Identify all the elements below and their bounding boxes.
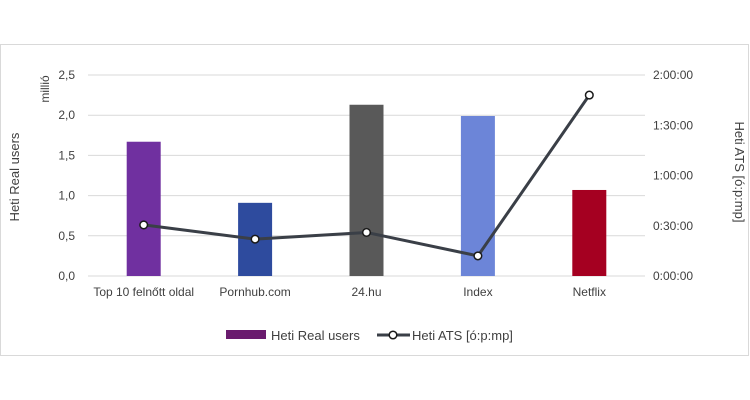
- line-series: [139, 90, 594, 261]
- line-point: [139, 220, 149, 230]
- category-label: Top 10 felnőtt oldal: [93, 285, 194, 299]
- line-point: [250, 234, 260, 244]
- left-axis-title: Heti Real users: [7, 132, 22, 221]
- right-tick-label: 0:30:00: [653, 219, 693, 233]
- line-point: [361, 227, 372, 237]
- bar-series: [126, 104, 607, 276]
- left-axis-unit: millió: [38, 75, 52, 103]
- right-tick-label: 1:30:00: [653, 118, 693, 132]
- left-tick-label: 2,5: [58, 68, 75, 82]
- category-label: Pornhub.com: [219, 285, 290, 299]
- left-tick-label: 1,0: [58, 189, 75, 203]
- left-axis-ticks: 0,0 0,5 1,0 1,5 2,0 2,5: [58, 68, 75, 283]
- legend: Heti Real users Heti ATS [ó:p:mp]: [226, 328, 513, 343]
- right-tick-label: 0:00:00: [653, 269, 693, 283]
- right-tick-label: 2:00:00: [653, 68, 693, 82]
- category-label: 24.hu: [351, 285, 381, 299]
- legend-bar-label: Heti Real users: [271, 328, 360, 343]
- legend-line-marker: [388, 330, 398, 340]
- left-tick-label: 1,5: [58, 148, 75, 162]
- line-point: [584, 90, 594, 100]
- legend-bar-swatch: [226, 330, 266, 339]
- bar: [126, 141, 161, 276]
- right-axis-ticks: 0:00:00 0:30:00 1:00:00 1:30:00 2:00:00: [653, 68, 693, 283]
- legend-line-label: Heti ATS [ó:p:mp]: [412, 328, 513, 343]
- category-label: Index: [463, 285, 492, 299]
- left-tick-label: 2,0: [58, 108, 75, 122]
- category-labels: Top 10 felnőtt oldal Pornhub.com 24.hu Inde…: [93, 285, 606, 299]
- left-tick-label: 0,0: [58, 269, 75, 283]
- bar: [460, 116, 495, 276]
- bar: [572, 189, 607, 276]
- bar: [349, 104, 384, 276]
- right-tick-label: 1:00:00: [653, 169, 693, 183]
- category-label: Netflix: [573, 285, 606, 299]
- left-tick-label: 0,5: [58, 229, 75, 243]
- line-point: [473, 251, 483, 261]
- right-axis-title: Heti ATS [ó:p:mp]: [732, 122, 747, 223]
